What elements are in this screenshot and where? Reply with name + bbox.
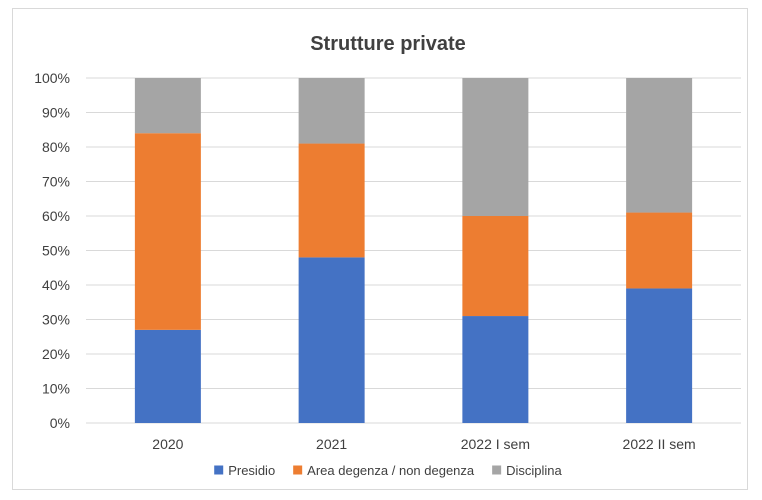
y-tick-label: 70% [42, 174, 70, 190]
x-tick-label: 2021 [316, 436, 347, 452]
y-tick-label: 40% [42, 277, 70, 293]
bar-segment [298, 143, 365, 258]
bar-segment [462, 216, 529, 317]
bar-segment [626, 78, 693, 213]
y-tick-label: 80% [42, 139, 70, 155]
y-axis-ticks: 0% 10% 20% 30% 40% 50% 60% 70% 80% 90% 100% [34, 70, 70, 431]
legend-swatch [492, 465, 502, 475]
legend-swatch [293, 465, 303, 475]
y-tick-label: 30% [42, 312, 70, 328]
bar-segment [298, 78, 365, 144]
x-axis-ticks: 2020 2021 2022 I sem 2022 II sem [152, 436, 695, 452]
bar-segment [462, 78, 529, 216]
y-tick-label: 20% [42, 346, 70, 362]
x-tick-label: 2020 [152, 436, 183, 452]
bar-segment [626, 288, 693, 423]
bar-segment [134, 78, 201, 134]
y-tick-label: 0% [50, 415, 70, 431]
legend: Presidio Area degenza / non degenza Discip… [214, 463, 563, 478]
legend-label: Presidio [228, 463, 275, 478]
bar-segment [134, 329, 201, 423]
bars [134, 78, 693, 423]
x-tick-label: 2022 II sem [623, 436, 696, 452]
y-tick-label: 10% [42, 381, 70, 397]
bar-segment [462, 316, 529, 423]
y-tick-label: 50% [42, 243, 70, 259]
x-tick-label: 2022 I sem [461, 436, 530, 452]
bar-segment [626, 212, 693, 289]
chart-frame [12, 8, 748, 490]
y-tick-label: 90% [42, 105, 70, 121]
chart-title: Strutture private [310, 33, 466, 55]
y-tick-label: 100% [34, 70, 70, 86]
y-tick-label: 60% [42, 208, 70, 224]
legend-swatch [214, 465, 224, 475]
bar-segment [298, 257, 365, 423]
bar-segment [134, 133, 201, 330]
legend-label: Disciplina [506, 463, 562, 478]
legend-label: Area degenza / non degenza [307, 463, 475, 478]
